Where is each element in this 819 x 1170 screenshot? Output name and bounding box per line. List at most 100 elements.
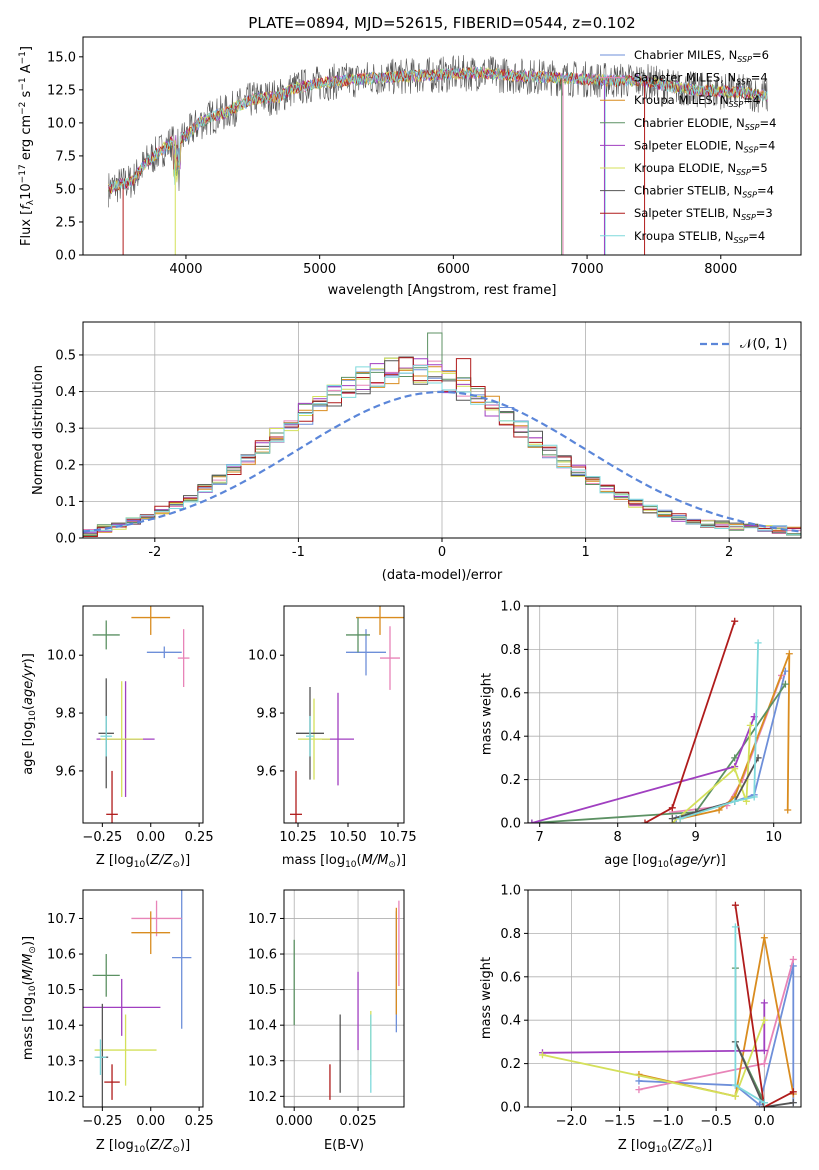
weight-marker (789, 955, 797, 963)
weight-marker (731, 765, 739, 773)
tick-label-x: −0.5 (700, 1114, 732, 1129)
weight-marker (731, 901, 739, 909)
tick-label-y: 10.2 (47, 1090, 76, 1105)
legend-entry: 𝒩(0, 1) (740, 337, 787, 352)
tick-label-y: 10.7 (47, 912, 76, 927)
panel-z-mass: −0.25 0.00 0.25 10.2 10.3 10.4 10.5 10.6 10.7 Z [… (21, 889, 214, 1155)
panel-ebv-mass: 0.000 0.025 10.2 10.3 10.4 10.5 10.6 10.7 E(B-V) (248, 889, 405, 1153)
tick-label-x: 7000 (571, 262, 604, 277)
x-axis-label: E(B-V) (324, 1138, 364, 1153)
weight-line (679, 642, 759, 820)
weight-marker (760, 1060, 768, 1068)
spectrum-line (108, 66, 768, 194)
y-axis-label: Normed distribution (31, 365, 46, 495)
tick-label-x: 0.025 (339, 1114, 376, 1129)
tick-label-x: −1.5 (604, 1114, 636, 1129)
tick-label-x: 0.00 (136, 1114, 165, 1129)
tick-label-x: −1.0 (652, 1114, 684, 1129)
tick-label-y: 10.7 (248, 912, 277, 927)
tick-label-y: 0.0 (500, 817, 521, 832)
legend-entry: Salpeter STELIB, NSSP=3 (634, 206, 773, 222)
weight-marker (756, 1101, 764, 1107)
panel-z-weight: −2.0 −1.5 −1.0 −0.5 0.0 0.0 0.2 0.4 0.6 0.8 1.0 mas… (479, 884, 802, 1155)
tick-label-x: 8 (614, 830, 622, 845)
legend: Chabrier MILES, NSSP=6 Salpeter MILES, NS… (600, 48, 776, 245)
tick-label-y: 0.4 (500, 1014, 521, 1029)
tick-label-y: 10.3 (248, 1054, 277, 1069)
weight-line (672, 675, 783, 813)
panel-mass-age: 10.25 10.50 10.75 9.6 9.8 10.0 mass [log10(M/M… (248, 605, 417, 870)
tick-label-y: 10.6 (47, 948, 76, 963)
tick-label-y: 10.6 (248, 948, 277, 963)
legend-entry: Chabrier MILES, NSSP=6 (634, 48, 769, 64)
y-axis-label: mass [log10(M/M⊙)] (21, 936, 38, 1060)
plot-area (538, 901, 797, 1107)
tick-label-y: 0.6 (500, 970, 521, 985)
weight-marker (760, 934, 768, 942)
weight-marker (676, 815, 684, 823)
legend-entry: Kroupa MILES, NSSP=4 (634, 93, 760, 109)
panel-residuals: -2 -1 0 1 2 0.0 0.1 0.2 0.3 0.4 0.5 𝒩(0, 1) (data-mo… (31, 321, 802, 583)
plot-area (290, 606, 404, 823)
spectrum-line (108, 66, 768, 190)
axes-frame (527, 889, 802, 1108)
weight-marker (731, 754, 739, 762)
tick-label-y: 0.0 (55, 532, 76, 547)
tick-label-x: -1 (292, 545, 305, 560)
legend-entry: Kroupa ELODIE, NSSP=5 (634, 161, 768, 177)
weight-marker (789, 1088, 797, 1096)
tick-label-x: 0 (438, 545, 446, 560)
plot-area (108, 55, 768, 255)
tick-label-x: 6000 (437, 262, 470, 277)
tick-label-y: 10.0 (248, 649, 277, 664)
axes-frame (527, 605, 802, 824)
tick-label-y: 10.3 (47, 1054, 76, 1069)
tick-label-x: −2.0 (556, 1114, 588, 1129)
weight-marker (781, 680, 789, 688)
weight-marker (641, 819, 649, 823)
weight-marker (760, 1099, 768, 1107)
weight-marker (635, 1086, 643, 1094)
weight-line (671, 725, 752, 823)
tick-label-y: 9.6 (55, 764, 76, 779)
panel-age-weight: 7 8 9 10 0.0 0.2 0.4 0.6 0.8 1.0 mass weight age [l… (480, 600, 802, 870)
tick-label-y: 0.1 (55, 495, 76, 510)
tick-label-x: 8000 (704, 262, 737, 277)
tick-label-y: 2.5 (55, 215, 76, 230)
weight-line (644, 620, 736, 823)
x-axis-label: (data-model)/error (382, 568, 503, 583)
tick-label-x: 5000 (303, 262, 336, 277)
tick-label-x: 1 (581, 545, 589, 560)
weight-marker (750, 793, 758, 801)
legend-entry: Kroupa STELIB, NSSP=4 (634, 229, 765, 245)
x-axis-label: Z [log10(Z/Z⊙)] (96, 853, 190, 870)
weight-marker (785, 650, 793, 658)
y-axis-label: mass weight (479, 957, 494, 1039)
weight-line (734, 905, 794, 1107)
x-axis-label: wavelength [Angstrom, rest frame] (328, 283, 557, 298)
axes-frame (82, 605, 204, 824)
tick-label-y: 0.5 (55, 348, 76, 363)
tick-label-x: 10.50 (329, 830, 366, 845)
tick-label-y: 10.4 (47, 1019, 76, 1034)
tick-label-y: 15.0 (47, 50, 76, 65)
plot-area (83, 890, 192, 1107)
y-axis-label: age [log10(age/yr)] (21, 653, 38, 775)
tick-label-y: 0.8 (500, 927, 521, 942)
legend: 𝒩(0, 1) (700, 337, 787, 352)
weight-marker (731, 797, 739, 805)
tick-label-y: 0.8 (500, 643, 521, 658)
plot-area (83, 332, 801, 537)
tick-label-y: 1.0 (500, 600, 521, 615)
tick-label-x: 7 (536, 830, 544, 845)
tick-label-y: 0.2 (500, 773, 521, 788)
weight-marker (668, 804, 676, 812)
tick-label-x: 0.25 (185, 1114, 214, 1129)
legend-entry: Salpeter ELODIE, NSSP=4 (634, 138, 775, 154)
weight-marker (731, 1092, 739, 1100)
spectrum-line (108, 68, 768, 193)
tick-label-x: -2 (148, 545, 161, 560)
x-axis-label: age [log10(age/yr)] (604, 853, 726, 870)
